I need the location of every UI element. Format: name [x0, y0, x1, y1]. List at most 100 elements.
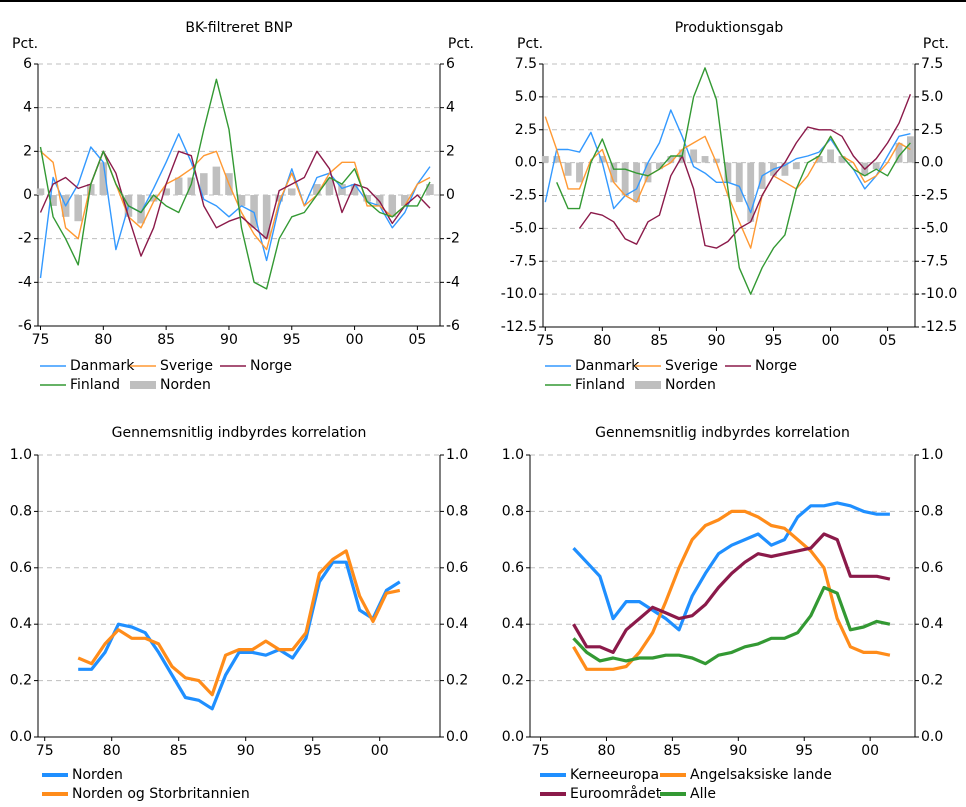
bar: [541, 156, 549, 163]
bar: [262, 195, 271, 239]
x-tick-label: 85: [170, 743, 188, 759]
y2-tick-label: -4: [446, 274, 460, 290]
legend-label: Kerneeuropa: [570, 767, 659, 783]
y2-tick-label: -7.5: [921, 253, 948, 269]
x-tick-label: 95: [283, 332, 301, 348]
x-tick-label: 90: [220, 332, 238, 348]
chart-title: Gennemsnitlig indbyrdes korrelation: [595, 425, 850, 441]
y2-tick-label: 6: [446, 56, 455, 72]
bar: [827, 149, 834, 163]
x-tick-label: 95: [765, 333, 783, 349]
y2-tick-label: -2.5: [921, 188, 948, 204]
series-line: [39, 78, 431, 290]
bar: [149, 195, 158, 202]
y-tick-label: -7.5: [510, 253, 537, 269]
x-tick-label: 85: [663, 743, 681, 759]
x-tick-label: 75: [532, 743, 550, 759]
series-line: [572, 532, 891, 654]
x-tick-label: 75: [36, 743, 54, 759]
x-tick-label: 00: [371, 743, 389, 759]
y-tick-label: 0.4: [10, 616, 32, 632]
bar: [747, 162, 755, 222]
y2-tick-label: 0.6: [921, 560, 943, 576]
series-line: [572, 585, 891, 666]
bar: [137, 195, 145, 224]
bar: [576, 162, 583, 183]
y-tick-label: 0.2: [10, 673, 32, 689]
y2-tick-label: 1.0: [921, 447, 943, 463]
y2-tick-label: 1.0: [446, 447, 468, 463]
y2-tick-label: 0.4: [921, 616, 943, 632]
bar: [250, 195, 258, 228]
legend-label: Finland: [575, 377, 625, 393]
y-tick-label: 0.6: [502, 560, 524, 576]
y-tick-label: -5.0: [510, 220, 537, 236]
bar: [313, 184, 321, 195]
y2-tick-label: -6: [446, 318, 460, 334]
bar: [690, 149, 698, 163]
y2-tick-label: -2: [446, 231, 460, 247]
legend-label: Angelsaksiske lande: [690, 767, 832, 783]
bar: [815, 156, 823, 163]
x-tick-label: 90: [708, 333, 726, 349]
bar: [598, 156, 606, 163]
bar: [388, 195, 397, 217]
x-tick-label: 05: [879, 333, 897, 349]
series-line: [40, 150, 431, 251]
y-tick-label: 4: [23, 100, 32, 116]
bar: [287, 188, 296, 195]
x-tick-label: 00: [346, 332, 364, 348]
y-tick-label: 5.0: [515, 89, 537, 105]
y-tick-label: 2.5: [515, 122, 537, 138]
x-tick-label: 85: [157, 332, 175, 348]
bar: [633, 162, 640, 203]
bar: [36, 188, 45, 195]
bar: [655, 162, 663, 170]
legend-label: Danmark: [70, 358, 135, 374]
series-line: [572, 509, 891, 671]
series-line: [544, 116, 911, 249]
y2-tick-label: 0.6: [446, 560, 468, 576]
y-tick-label: 6: [23, 56, 32, 72]
y-tick-label: -2.5: [510, 188, 537, 204]
legend-label: Norge: [755, 358, 797, 374]
series-line: [572, 501, 890, 632]
y-tick-label: 0.4: [502, 616, 524, 632]
x-tick-label: 75: [536, 333, 554, 349]
y2-tick-label: 5.0: [921, 89, 943, 105]
bar: [907, 136, 914, 163]
y2-tick-label: -5.0: [921, 220, 948, 236]
x-tick-label: 80: [593, 333, 611, 349]
bar: [564, 162, 572, 176]
bar: [49, 195, 57, 206]
chart-title: BK-filtreret BNP: [185, 20, 292, 36]
y2-tick-label: 0.0: [446, 729, 468, 745]
x-tick-label: 05: [408, 332, 426, 348]
bar: [838, 156, 846, 163]
y2-tick-label: 0.0: [921, 155, 943, 171]
bar: [792, 162, 800, 170]
bar: [74, 195, 82, 222]
y-tick-label: 0.0: [502, 729, 524, 745]
y2-tick-label: 0.8: [921, 503, 943, 519]
x-tick-label: 90: [237, 743, 255, 759]
y-tick-label: 0.8: [502, 503, 524, 519]
bar: [212, 166, 221, 195]
bar: [895, 142, 903, 163]
y2-axis-label: Pct.: [448, 36, 474, 52]
x-tick-label: 95: [304, 743, 322, 759]
y2-tick-label: 0.2: [446, 673, 468, 689]
series-line: [77, 549, 401, 697]
bar: [237, 195, 246, 206]
series-line: [78, 560, 401, 711]
legend-label: Finland: [70, 377, 120, 393]
bar: [200, 173, 208, 195]
chart-title: Gennemsnitlig indbyrdes korrelation: [112, 425, 367, 441]
y2-tick-label: 0.8: [446, 503, 468, 519]
legend-label: Norden: [160, 377, 211, 393]
bar: [350, 184, 359, 195]
series-line: [556, 67, 911, 295]
legend-label: Euroområdet: [570, 785, 662, 802]
y-tick-label: 7.5: [515, 56, 537, 72]
x-tick-label: 00: [822, 333, 840, 349]
